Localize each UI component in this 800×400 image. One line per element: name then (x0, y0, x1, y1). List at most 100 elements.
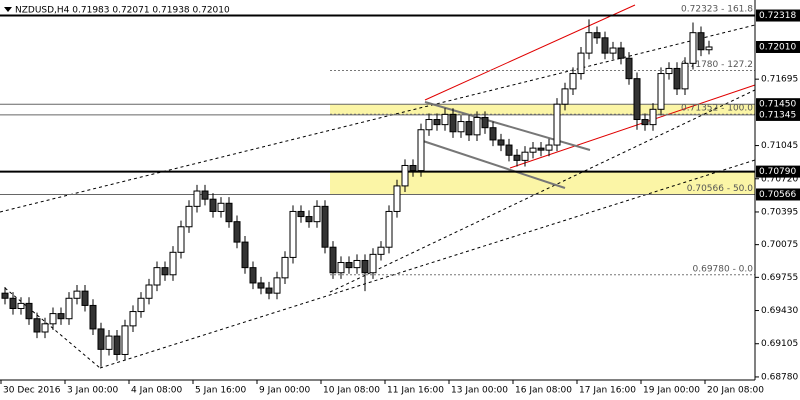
price-label: 0.70566 (759, 190, 796, 200)
candle-body (121, 325, 129, 355)
x-tick-label: 4 Jan 08:00 (131, 386, 183, 396)
candle-body (9, 297, 17, 309)
price-label-box (756, 188, 800, 201)
y-tick-label: 0.70720 (761, 174, 798, 184)
channel-line (329, 89, 756, 293)
trend-line (424, 4, 636, 101)
x-tick-label: 19 Jan 00:00 (643, 386, 700, 396)
candle-body (513, 154, 521, 161)
candle-body (409, 164, 417, 172)
price-label-box (756, 165, 800, 178)
candle-body (257, 282, 265, 289)
candle-body (265, 287, 273, 294)
candle-body (97, 328, 105, 350)
candle-body (65, 297, 73, 320)
candle-body (241, 241, 249, 269)
candle-body (57, 313, 65, 320)
candle-body (433, 119, 441, 126)
candle-body (545, 144, 553, 151)
x-tick-label: 13 Jan 00:00 (451, 386, 508, 396)
candle-body (497, 139, 505, 146)
y-tick-label: 0.69430 (761, 306, 798, 316)
candle-body (233, 221, 241, 243)
candle-body (225, 202, 233, 223)
candle-body (113, 335, 121, 355)
y-tick-label: 0.71695 (761, 75, 798, 85)
price-label-box (756, 9, 800, 22)
candle-body (617, 47, 625, 59)
candle-body (601, 37, 609, 54)
candle-body (625, 57, 633, 80)
candle-body (81, 290, 89, 306)
price-label: 0.70790 (759, 167, 796, 177)
candle-body (681, 62, 689, 90)
candle-body (289, 210, 297, 258)
candle-body (161, 267, 169, 276)
y-tick-label: 0.70395 (761, 207, 798, 217)
candle-body (577, 52, 585, 75)
candle-body (473, 116, 481, 136)
x-tick-label: 3 Jan 00:00 (67, 386, 119, 396)
candle-body (345, 262, 353, 269)
x-tick-label: 17 Jan 16:00 (579, 386, 636, 396)
candle-body (105, 335, 113, 350)
fib-label: 0.71352 - 100.0 (681, 104, 753, 114)
candle-body (353, 259, 361, 269)
candle-body (665, 67, 673, 75)
price-label: 0.72010 (759, 42, 796, 52)
candle-body (585, 32, 593, 54)
candle-body (137, 297, 145, 313)
price-label-box (756, 40, 800, 53)
x-tick-label: 11 Jan 16:00 (387, 386, 444, 396)
x-tick-label: 5 Jan 16:00 (195, 386, 247, 396)
candle-body (313, 205, 321, 223)
candle-body (521, 151, 529, 161)
candle-body (49, 313, 57, 325)
candle-body (1, 292, 9, 299)
candle-body (329, 246, 337, 274)
candle-body (593, 32, 601, 39)
chart-title: NZDUSD,H4 0.71983 0.72071 0.71938 0.7201… (15, 6, 230, 16)
trend-line (509, 84, 756, 169)
candle-body (25, 302, 33, 320)
candle-body (609, 47, 617, 54)
candle-body (201, 190, 209, 200)
candle-body (185, 205, 193, 228)
candle-body (673, 67, 681, 90)
candle-body (249, 267, 257, 284)
candle-body (169, 251, 177, 276)
zone (330, 171, 755, 195)
candle-body (441, 113, 449, 126)
candle-body (393, 185, 401, 212)
candle-body (281, 256, 289, 279)
candle-body (657, 73, 665, 110)
x-tick-label: 9 Jan 00:00 (259, 386, 311, 396)
price-label: 0.72318 (759, 11, 796, 21)
candle-body (425, 119, 433, 131)
candle-body (505, 144, 513, 156)
candle-body (17, 302, 25, 309)
price-label-box (756, 98, 800, 111)
candle-body (89, 304, 97, 330)
candle-body (697, 32, 705, 51)
candle-body (561, 88, 569, 105)
flag-line (419, 139, 566, 189)
candle-body (385, 210, 393, 248)
candle-body (689, 32, 697, 64)
y-tick-label: 0.69105 (761, 339, 798, 349)
candle-body (273, 277, 281, 294)
x-tick-label: 30 Dec 2016 (3, 386, 61, 396)
candle-body (449, 113, 457, 133)
candle-body (553, 103, 561, 146)
menu-arrow[interactable] (4, 7, 12, 12)
candle-body (153, 267, 161, 286)
price-label: 0.71450 (759, 100, 796, 110)
x-tick-label: 10 Jan 08:00 (323, 386, 380, 396)
fib-label: 0.72323 - 161.8 (681, 5, 753, 15)
candle-body (481, 116, 489, 129)
candle-body (337, 262, 345, 274)
candle-body (297, 210, 305, 218)
candle-body (129, 311, 137, 327)
candle-body (217, 202, 225, 212)
